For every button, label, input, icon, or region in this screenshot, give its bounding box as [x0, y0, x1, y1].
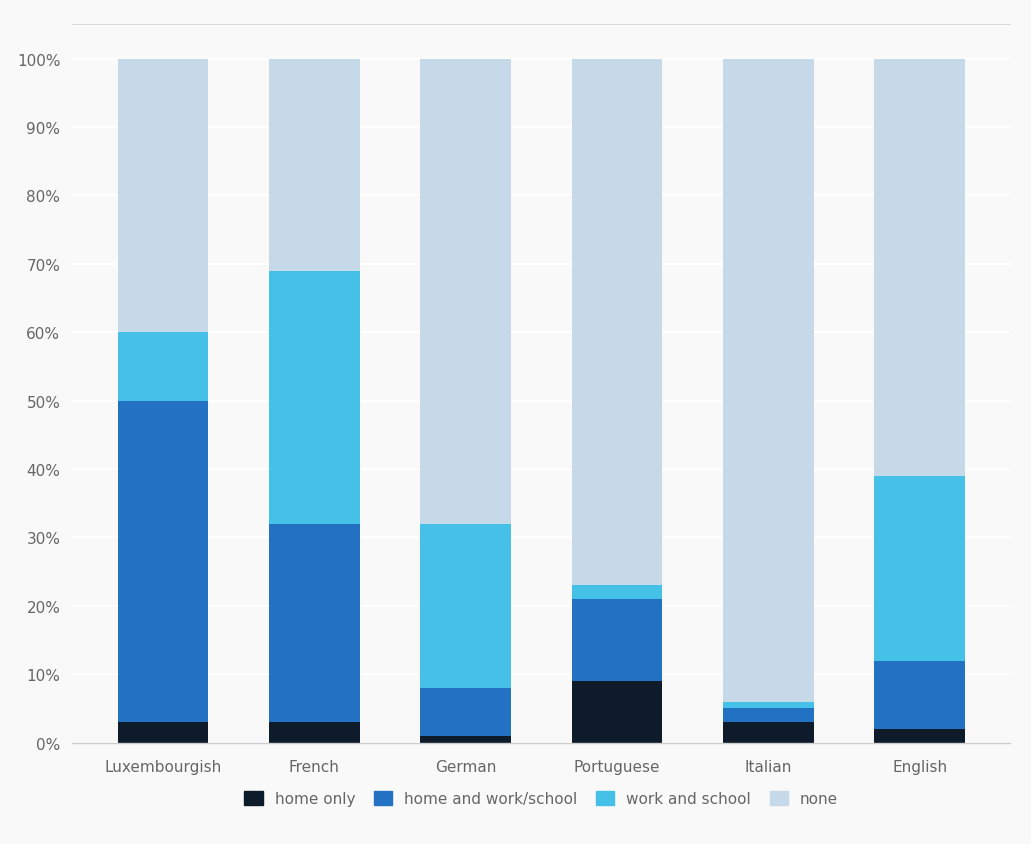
Bar [723, 59, 813, 701]
Bar [874, 661, 965, 729]
Bar [723, 709, 813, 722]
Bar [269, 59, 360, 271]
Bar [421, 736, 511, 743]
Bar [118, 333, 208, 401]
Bar [874, 729, 965, 743]
Bar [118, 722, 208, 743]
Bar [874, 476, 965, 661]
Bar [421, 524, 511, 688]
Bar [571, 59, 662, 586]
Bar [118, 401, 208, 722]
Bar [118, 59, 208, 333]
Bar [269, 271, 360, 524]
Bar [723, 722, 813, 743]
Bar [723, 701, 813, 709]
Bar [571, 586, 662, 599]
Bar [269, 524, 360, 722]
Bar [421, 688, 511, 736]
Bar [421, 59, 511, 524]
Legend: home only, home and work/school, work and school, none: home only, home and work/school, work an… [237, 784, 845, 814]
Bar [571, 681, 662, 743]
Bar [269, 722, 360, 743]
Bar [571, 599, 662, 681]
Bar [874, 59, 965, 476]
